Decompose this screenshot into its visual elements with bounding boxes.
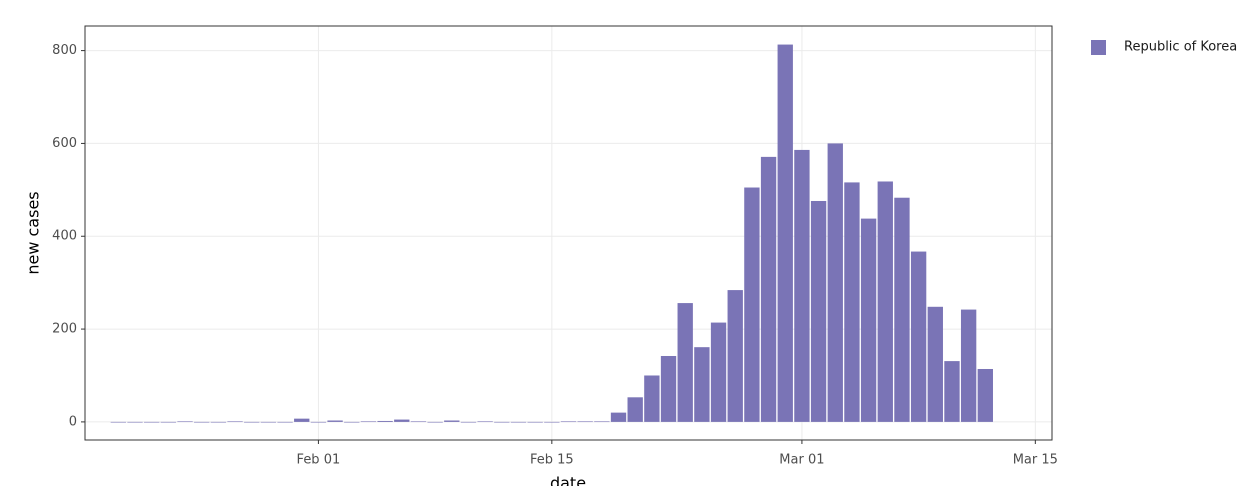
- bar: [160, 421, 177, 423]
- bar: [144, 421, 160, 423]
- bar: [210, 421, 227, 423]
- panel-border: [84, 25, 1053, 441]
- bar: [277, 421, 293, 423]
- bar: [694, 347, 710, 422]
- bar: [577, 421, 593, 423]
- bar: [227, 421, 243, 423]
- bar: [910, 251, 927, 422]
- bar: [744, 187, 760, 422]
- bar: [260, 421, 277, 423]
- bar: [294, 418, 310, 422]
- bar: [860, 218, 877, 422]
- bar: [377, 420, 393, 422]
- bar: [794, 149, 810, 422]
- bar: [394, 419, 410, 422]
- x-tick-label: Mar 15: [1013, 453, 1058, 468]
- bar: [827, 143, 843, 422]
- bar: [644, 375, 660, 422]
- bar: [427, 421, 443, 423]
- legend-swatch: [1091, 40, 1106, 55]
- bar: [560, 421, 577, 423]
- bar: [194, 421, 210, 423]
- x-tick-label: Mar 01: [779, 453, 824, 468]
- bar: [894, 197, 910, 422]
- bar: [410, 421, 427, 423]
- legend-label: Republic of Korea: [1124, 40, 1237, 55]
- bar: [727, 290, 743, 422]
- bar: [460, 421, 477, 423]
- bar: [710, 322, 727, 422]
- bar: [177, 421, 193, 423]
- bar: [877, 181, 893, 422]
- bar: [960, 309, 977, 422]
- bar: [127, 421, 143, 423]
- bar: [594, 421, 610, 423]
- bar: [327, 420, 343, 422]
- y-tick-label: 0: [69, 414, 77, 429]
- bar: [777, 44, 793, 422]
- bar: [760, 156, 777, 422]
- bar: [110, 421, 127, 423]
- x-tick-label: Feb 01: [297, 453, 341, 468]
- bar: [944, 361, 960, 422]
- bar: [510, 421, 527, 423]
- bar: [810, 200, 827, 422]
- y-tick-label: 600: [52, 136, 77, 151]
- bar: [927, 306, 943, 422]
- bar: [610, 412, 627, 422]
- y-tick-label: 800: [52, 43, 77, 58]
- bar: [344, 421, 360, 423]
- bar: [544, 421, 560, 423]
- bar: [360, 421, 377, 423]
- bar: [677, 303, 693, 422]
- x-tick-label: Feb 15: [530, 453, 574, 468]
- y-tick-label: 200: [52, 322, 77, 337]
- y-axis-label: new cases: [24, 191, 43, 274]
- y-tick-label: 400: [52, 229, 77, 244]
- bar: [244, 421, 260, 423]
- bar: [444, 420, 460, 422]
- bar: [977, 368, 993, 422]
- bar: [477, 421, 493, 423]
- bar: [527, 421, 543, 423]
- bar: [660, 355, 677, 422]
- bar: [627, 397, 643, 422]
- bar: [494, 421, 510, 423]
- bar: [844, 182, 860, 422]
- bar: [310, 421, 327, 423]
- x-axis-label: date: [550, 474, 586, 486]
